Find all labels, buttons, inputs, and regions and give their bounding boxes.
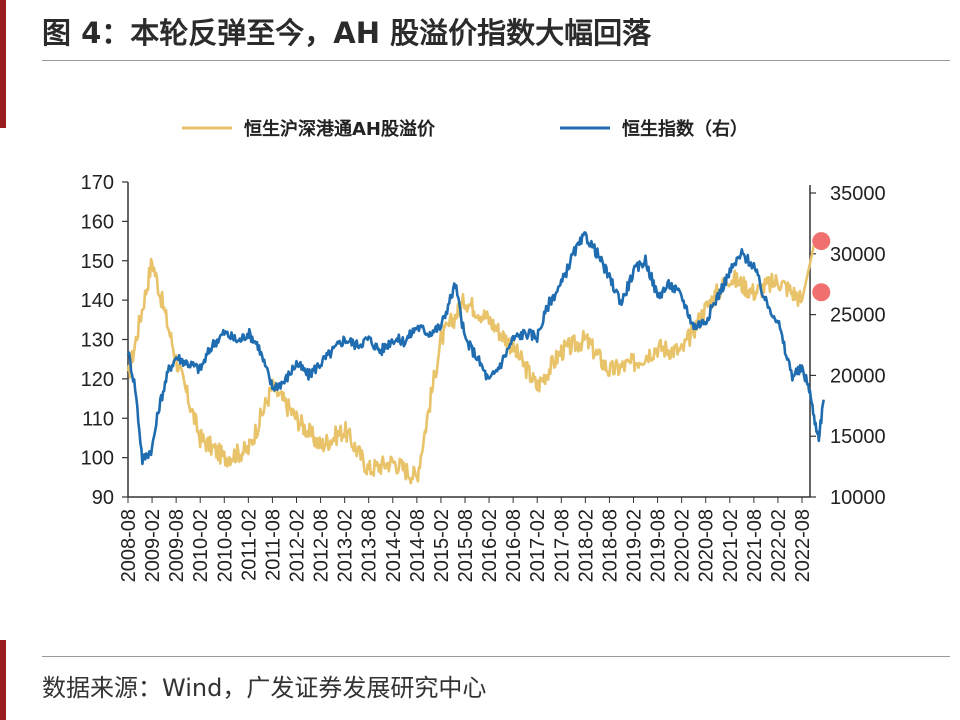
highlight-marker [812, 283, 831, 302]
x-tick-label: 2009-02 [142, 509, 164, 582]
highlight-marker [812, 232, 831, 251]
y-right-tick-label: 30000 [830, 244, 886, 266]
x-tick-label: 2022-02 [768, 509, 790, 582]
y-right-tick-label: 15000 [830, 426, 886, 448]
x-tick-label: 2020-02 [672, 509, 694, 582]
y-left-tick-label: 100 [81, 448, 114, 470]
x-tick-label: 2017-02 [527, 509, 549, 582]
figure-source: 数据来源：Wind，广发证券发展研究中心 [42, 674, 487, 702]
accent-bar-top [0, 0, 6, 128]
y-left-tick-label: 150 [81, 251, 114, 273]
x-tick-label: 2019-08 [648, 509, 670, 582]
x-tick-label: 2010-08 [214, 509, 236, 582]
y-right-tick-label: 20000 [830, 365, 886, 387]
figure-title: 图 4：本轮反弹至今，AH 股溢价指数大幅回落 [42, 16, 652, 50]
y-left-tick-label: 90 [92, 487, 114, 509]
source-rule [42, 656, 950, 657]
y-right-tick-label: 25000 [830, 305, 886, 327]
x-tick-label: 2011-08 [262, 509, 284, 581]
x-tick-label: 2021-02 [720, 509, 742, 582]
x-tick-label: 2008-08 [118, 509, 140, 582]
title-rule [42, 60, 950, 61]
x-tick-label: 2009-08 [166, 509, 188, 582]
y-left-tick-label: 170 [81, 172, 114, 194]
accent-bar-bottom [0, 640, 6, 720]
y-left-tick-label: 120 [81, 369, 114, 391]
y-left-tick-label: 140 [81, 290, 114, 312]
x-tick-label: 2014-02 [383, 509, 405, 582]
y-left-tick-label: 130 [81, 330, 114, 352]
series-line-1 [126, 244, 816, 485]
y-right-tick-label: 10000 [830, 487, 886, 509]
legend-label-2: 恒生指数（右） [622, 118, 748, 140]
y-left-tick-label: 160 [81, 211, 114, 233]
x-tick-label: 2014-08 [407, 509, 429, 582]
y-left-tick-label: 110 [82, 408, 114, 430]
x-tick-label: 2017-08 [551, 509, 573, 582]
x-tick-label: 2016-02 [479, 509, 501, 582]
x-tick-label: 2013-08 [359, 509, 381, 582]
series-line-2 [126, 231, 825, 466]
x-tick-label: 2019-02 [624, 509, 646, 582]
x-tick-label: 2013-02 [335, 509, 357, 582]
x-tick-label: 2015-02 [431, 509, 453, 582]
x-tick-label: 2020-08 [696, 509, 718, 582]
x-tick-label: 2022-08 [792, 509, 814, 582]
x-tick-label: 2018-02 [575, 509, 597, 582]
y-right-tick-label: 35000 [830, 183, 886, 205]
x-tick-label: 2018-08 [599, 509, 621, 582]
x-tick-label: 2011-02 [238, 509, 260, 581]
legend-label-1: 恒生沪深港通AH股溢价 [244, 118, 436, 140]
x-tick-label: 2010-02 [190, 509, 212, 582]
x-tick-label: 2012-02 [287, 509, 309, 582]
x-tick-label: 2016-08 [503, 509, 525, 582]
x-tick-label: 2012-08 [311, 509, 333, 582]
x-tick-label: 2021-08 [744, 509, 766, 582]
x-tick-label: 2015-08 [455, 509, 477, 582]
